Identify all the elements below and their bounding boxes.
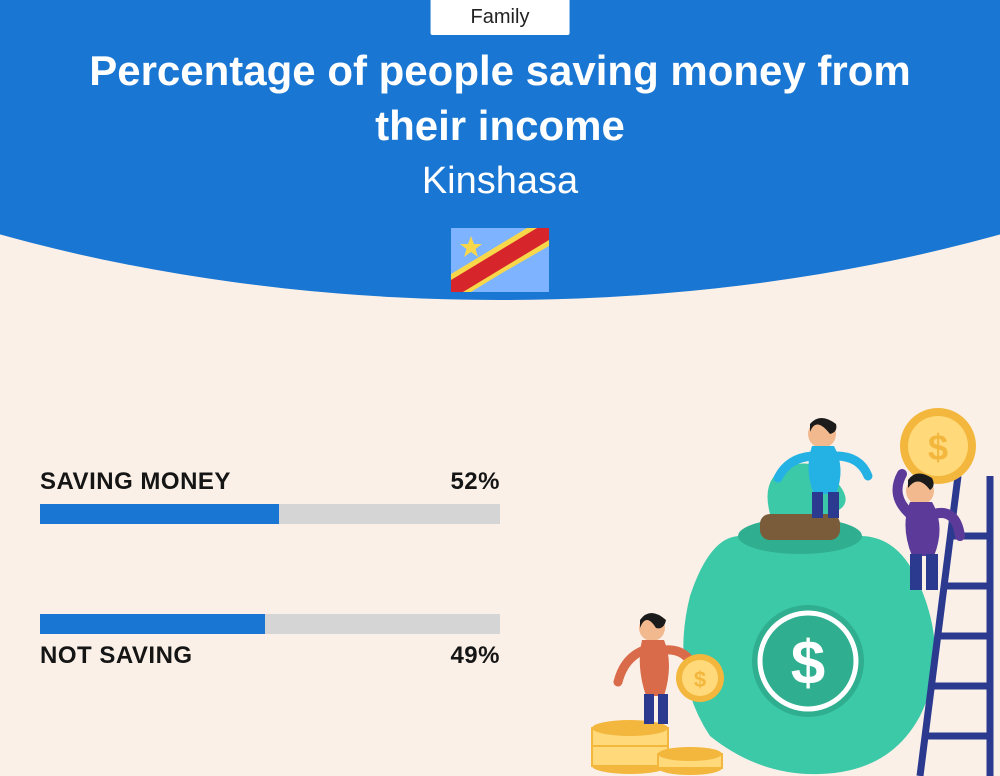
bar-fill bbox=[40, 504, 279, 524]
svg-text:$: $ bbox=[694, 667, 706, 692]
flag-drc-icon bbox=[451, 228, 549, 292]
bar-track bbox=[40, 614, 500, 634]
savings-illustration-icon: $ $ bbox=[560, 396, 1000, 776]
bar-chart: SAVING MONEY 52% NOT SAVING 49% bbox=[40, 468, 500, 760]
svg-text:$: $ bbox=[791, 629, 825, 698]
page-subtitle: Kinshasa bbox=[0, 160, 1000, 203]
bar-group-notsaving: NOT SAVING 49% bbox=[40, 614, 500, 670]
bar-label: SAVING MONEY bbox=[40, 468, 231, 496]
page-title: Percentage of people saving money from t… bbox=[0, 44, 1000, 153]
category-badge-text: Family bbox=[471, 6, 530, 28]
money-bag-icon: $ bbox=[683, 464, 935, 775]
bar-header: SAVING MONEY 52% bbox=[40, 468, 500, 496]
svg-text:$: $ bbox=[928, 427, 948, 468]
bar-value: 52% bbox=[450, 468, 500, 496]
bar-group-saving: SAVING MONEY 52% bbox=[40, 468, 500, 524]
bar-track bbox=[40, 504, 500, 524]
bar-label: NOT SAVING bbox=[40, 642, 193, 670]
coin-stack-icon bbox=[592, 720, 722, 775]
category-badge: Family bbox=[431, 0, 570, 35]
bar-value: 49% bbox=[450, 642, 500, 670]
bar-fill bbox=[40, 614, 265, 634]
coin-icon: $ bbox=[900, 408, 976, 484]
bar-header: NOT SAVING 49% bbox=[40, 642, 500, 670]
